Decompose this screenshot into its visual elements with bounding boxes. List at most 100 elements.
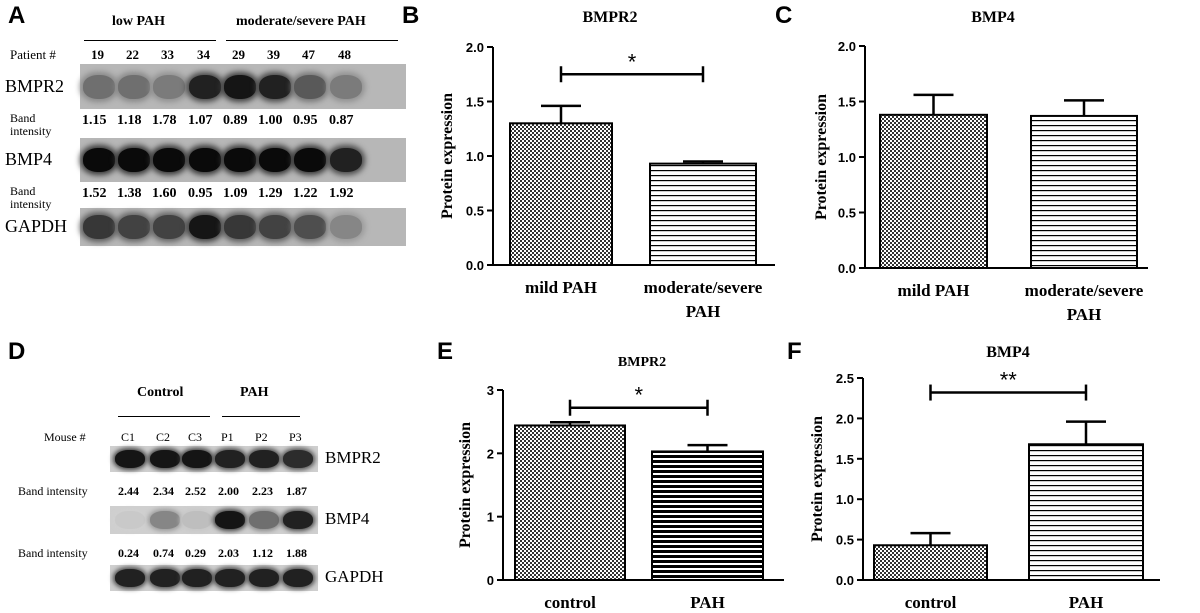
band-intensity-label-2: intensity [10,197,52,211]
significance-marker: * [634,383,643,408]
band [259,215,291,239]
y-tick-label: 1.5 [838,95,856,110]
band [249,511,279,529]
panel-b-letter: B [402,2,420,29]
band-intensity-value: 0.74 [153,546,174,560]
band [283,511,313,529]
band-intensity-value: 1.29 [258,186,283,201]
group-line-low [84,40,216,41]
bar-2 [649,162,757,267]
patient-number: 47 [302,47,315,62]
band [83,148,115,172]
band [118,148,150,172]
blot-strip-bmp4 [110,506,318,534]
y-tick-label: 1.5 [466,95,484,110]
band [330,74,362,99]
band-intensity-value: 2.34 [153,484,174,498]
band [259,74,291,99]
x-category-label: moderate/severe [1025,281,1144,300]
blot-strip-gapdh [110,565,318,591]
band-intensity-label: Band [10,111,36,125]
significance-marker: ** [1000,368,1018,393]
group-line-moderate [226,40,398,41]
band-intensity-value: 2.00 [218,484,239,498]
y-tick-label: 1.5 [836,452,854,467]
band-intensity-value: 1.87 [286,484,307,498]
band [215,450,245,468]
band [153,74,185,99]
x-category-label: PAH [1067,305,1102,324]
mouse-id: C3 [188,430,203,444]
band-intensity-value: 1.09 [223,186,248,201]
band [83,74,115,99]
group-label-low: low PAH [112,14,166,29]
panel-c-letter: C [775,2,793,29]
y-tick-label: 3 [487,383,494,398]
y-tick-label: 2.0 [836,411,854,426]
band-intensity-value: 1.12 [252,546,273,560]
band [150,511,180,529]
y-axis-label: Protein expression [439,93,456,219]
row-label-gapdh: GAPDH [5,216,68,236]
band-intensity-value: 1.18 [117,113,142,128]
band-intensity-value: 1.38 [117,186,142,201]
band [215,511,245,529]
bar-1 [873,544,988,581]
band [294,74,326,99]
bar-1 [879,113,988,269]
patient-label: Patient # [10,47,56,62]
band [224,215,256,239]
group-label-moderate: moderate/severe PAH [236,14,366,29]
blot-strip-bmpr2 [110,446,318,472]
band [224,148,256,172]
band-intensity-value: 2.23 [252,484,273,498]
y-tick-label: 2.0 [838,39,856,54]
band [189,74,221,99]
patient-number: 34 [197,47,210,62]
band [83,215,115,239]
band [189,148,221,172]
group-label-pah: PAH [240,385,269,400]
band [330,215,362,239]
patient-number: 29 [232,47,245,62]
chart-title: BMPR2 [582,9,637,26]
y-tick-label: 0.0 [466,258,484,273]
patient-number: 19 [91,47,104,62]
band-intensity-label-2: intensity [10,124,52,138]
y-axis-label: Protein expression [457,422,474,548]
band [283,450,313,468]
band [153,148,185,172]
mouse-label: Mouse # [44,430,86,444]
bar-2 [651,450,764,581]
band-intensity-value: 0.95 [293,113,318,128]
group-line-control [118,416,210,417]
row-label-bmp4: BMP4 [325,509,370,528]
x-category-label: control [544,593,596,612]
band-intensity-value: 1.22 [293,186,318,201]
band-intensity-value: 0.29 [185,546,206,560]
patient-number: 48 [338,47,351,62]
panel-f-letter: F [787,338,802,365]
blot-strip-bmp4 [80,138,406,182]
row-label-bmpr2: BMPR2 [325,448,381,467]
band [118,215,150,239]
band-intensity-value: 2.52 [185,484,206,498]
y-tick-label: 1.0 [836,492,854,507]
patient-number: 39 [267,47,280,62]
band-intensity-value: 1.78 [152,113,177,128]
band-intensity-value: 1.07 [188,113,213,128]
band [182,450,212,468]
band-intensity-value: 0.89 [223,113,248,128]
y-tick-label: 1 [487,510,494,525]
y-tick-label: 2 [487,446,494,461]
band [259,148,291,172]
y-tick-label: 0.0 [836,573,854,588]
mouse-id: P1 [221,430,234,444]
mouse-id: C2 [156,430,171,444]
band-intensity-value: 0.24 [118,546,139,560]
row-label-bmp4: BMP4 [5,149,53,169]
band-intensity-label: Band intensity [18,484,88,498]
band [330,148,362,172]
band-intensity-value: 1.00 [258,113,283,128]
